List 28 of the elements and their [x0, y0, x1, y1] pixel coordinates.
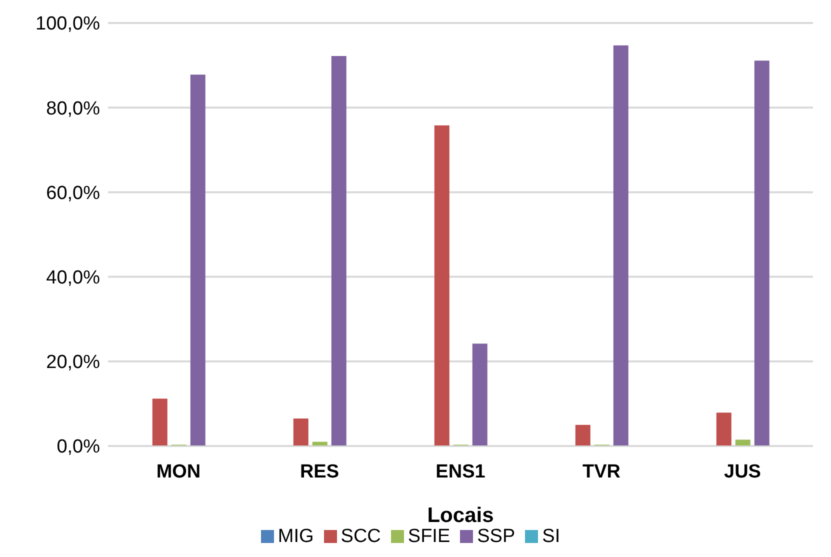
x-tick-label: JUS: [724, 461, 761, 482]
legend-label: MIG: [278, 526, 314, 547]
legend-label: SI: [542, 526, 560, 547]
y-tick-label: 60,0%: [46, 182, 100, 204]
x-tick-label: RES: [300, 461, 340, 482]
bar: [613, 45, 628, 446]
bar: [293, 418, 308, 446]
y-tick-label: 100,0%: [36, 14, 100, 35]
x-tick-label: ENS1: [436, 461, 486, 482]
legend-label: SCC: [340, 526, 381, 547]
bar: [754, 60, 770, 446]
bar: [152, 398, 168, 446]
legend-label: SFIE: [408, 526, 450, 547]
y-tick-label: 40,0%: [46, 268, 100, 289]
x-tick-label: TVR: [582, 461, 621, 482]
bar: [472, 344, 488, 446]
y-tick-label: 0,0%: [56, 436, 100, 458]
bar: [575, 424, 590, 446]
bar: [434, 125, 450, 446]
y-tick-label: 20,0%: [46, 352, 100, 374]
x-tick-label: MON: [156, 461, 201, 482]
x-axis-title: Locais: [427, 504, 494, 527]
bar: [331, 56, 346, 446]
legend-label: SSP: [477, 526, 516, 547]
y-tick-label: 80,0%: [46, 98, 100, 120]
bar: [716, 412, 732, 446]
bar: [735, 440, 750, 446]
bar: [190, 74, 206, 446]
